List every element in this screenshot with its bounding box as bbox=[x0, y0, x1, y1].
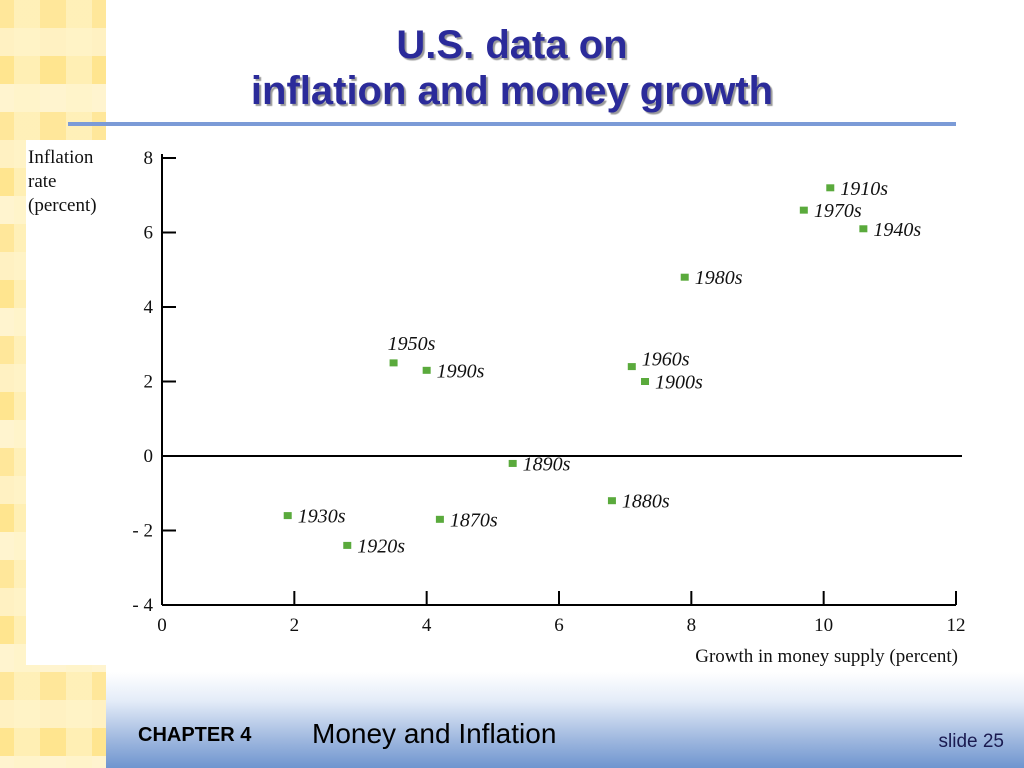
title-underline bbox=[68, 122, 956, 126]
data-label-1880s: 1880s bbox=[622, 491, 670, 513]
y-tick-label: 2 bbox=[144, 372, 154, 393]
data-label-1940s: 1940s bbox=[873, 219, 921, 241]
x-tick-label: 0 bbox=[157, 615, 167, 636]
data-point-1960s bbox=[627, 363, 636, 371]
chart-panel bbox=[26, 140, 976, 665]
x-tick-label: 10 bbox=[814, 615, 833, 636]
data-label-1930s: 1930s bbox=[298, 506, 346, 528]
slide-title-line-1: U.S. data on bbox=[396, 23, 628, 67]
footer-band bbox=[106, 672, 1024, 768]
data-label-1890s: 1890s bbox=[523, 453, 571, 475]
data-point-1930s bbox=[283, 512, 292, 520]
y-tick-label: 0 bbox=[144, 446, 154, 467]
chapter-title: Money and Inflation bbox=[312, 718, 557, 749]
y-tick-label: 4 bbox=[144, 297, 154, 318]
data-label-1970s: 1970s bbox=[814, 200, 862, 222]
x-tick-label: 4 bbox=[422, 615, 432, 636]
data-point-1990s bbox=[422, 366, 431, 374]
x-tick-label: 6 bbox=[554, 615, 564, 636]
data-point-1910s bbox=[826, 184, 835, 192]
x-axis-label: Growth in money supply (percent) bbox=[695, 646, 958, 667]
x-tick-label: 8 bbox=[687, 615, 697, 636]
x-tick-label: 2 bbox=[290, 615, 300, 636]
data-label-1950s: 1950s bbox=[388, 333, 436, 355]
slide-number: slide 25 bbox=[938, 731, 1005, 752]
data-label-1910s: 1910s bbox=[840, 178, 888, 200]
data-point-1970s bbox=[799, 206, 808, 214]
y-axis-label-line-3: (percent) bbox=[28, 195, 97, 216]
y-axis-label: Inflation rate (percent) bbox=[28, 146, 97, 218]
slide-title: U.S. data on inflation and money growth bbox=[100, 22, 924, 114]
chapter-label: CHAPTER 4 bbox=[138, 724, 252, 746]
data-point-1920s bbox=[343, 541, 352, 549]
y-tick-label: - 4 bbox=[132, 595, 153, 616]
y-axis-label-line-1: Inflation bbox=[28, 147, 94, 168]
data-label-1980s: 1980s bbox=[695, 267, 743, 289]
y-tick-label: 6 bbox=[144, 223, 154, 244]
data-point-1870s bbox=[435, 515, 444, 523]
x-tick-label: 12 bbox=[947, 615, 966, 636]
data-point-1950s bbox=[389, 359, 398, 367]
data-point-1890s bbox=[508, 459, 517, 467]
data-label-1870s: 1870s bbox=[450, 509, 498, 531]
y-tick-label: 8 bbox=[144, 148, 154, 169]
data-label-1900s: 1900s bbox=[655, 372, 703, 394]
data-label-1990s: 1990s bbox=[437, 360, 485, 382]
data-label-1960s: 1960s bbox=[642, 349, 690, 371]
data-point-1940s bbox=[859, 225, 868, 233]
y-tick-label: - 2 bbox=[132, 521, 153, 542]
y-axis-label-line-2: rate bbox=[28, 171, 57, 192]
slide-title-line-2: inflation and money growth bbox=[250, 69, 774, 113]
data-point-1980s bbox=[680, 273, 689, 281]
data-point-1880s bbox=[607, 497, 616, 505]
data-label-1920s: 1920s bbox=[357, 535, 405, 557]
data-point-1900s bbox=[641, 378, 650, 385]
